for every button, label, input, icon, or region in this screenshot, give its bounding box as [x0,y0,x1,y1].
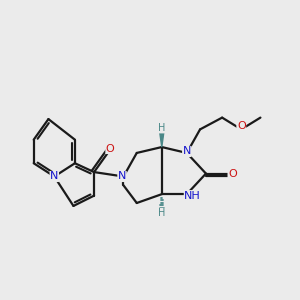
Text: O: O [106,143,115,154]
Text: O: O [237,122,246,131]
Text: NH: NH [184,190,201,201]
Text: O: O [228,169,237,178]
Polygon shape [160,132,164,147]
Text: N: N [118,172,126,182]
Text: N: N [50,172,58,182]
Text: H: H [158,123,166,133]
Text: N: N [183,146,191,157]
Text: H: H [158,208,166,218]
